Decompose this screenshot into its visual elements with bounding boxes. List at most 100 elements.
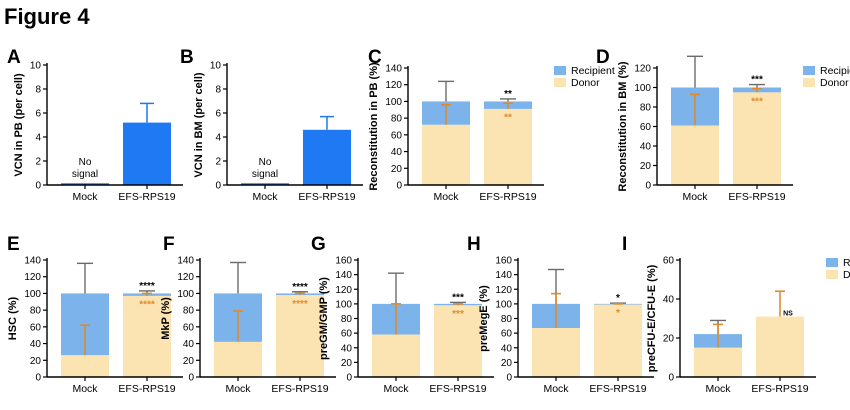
bar-donor-efs-rps19 <box>276 295 324 377</box>
significance-recipient: * <box>616 293 620 304</box>
y-tick-label: 10 <box>210 61 222 72</box>
x-tick-label: EFS-RPS19 <box>751 383 808 395</box>
significance-recipient: ** <box>504 89 512 100</box>
y-tick-label: 100 <box>335 299 352 310</box>
x-tick-label: Mock <box>543 383 569 395</box>
panel-label: D <box>596 47 610 68</box>
legend-swatch-donor <box>554 78 566 87</box>
y-tick-label: 8 <box>215 85 221 96</box>
y-tick-label: 120 <box>24 272 41 283</box>
y-tick-label: 140 <box>335 270 352 281</box>
x-tick-label: Mock <box>433 191 459 203</box>
y-axis-label: HSC (%) <box>7 296 19 340</box>
figure-title: Figure 4 <box>4 4 90 29</box>
y-tick-label: 60 <box>501 329 513 340</box>
y-tick-label: 0 <box>668 373 674 384</box>
panel-e: E **** **** 0 20 40 60 80 100 120 140 Mock EFS-RPS19… <box>7 234 183 395</box>
y-tick-label: 10 <box>30 61 42 72</box>
y-axis-label: Reconstitution in BM (%) <box>617 61 629 191</box>
y-tick-label: 4 <box>35 133 41 144</box>
y-tick-label: 20 <box>341 358 353 369</box>
x-tick-label: EFS-RPS19 <box>479 191 536 203</box>
y-tick-label: 20 <box>391 164 403 175</box>
bar-donor-efs-rps19 <box>756 316 804 377</box>
y-tick-label: 80 <box>501 314 513 325</box>
y-tick-label: 60 <box>391 130 403 141</box>
significance-donor: **** <box>292 299 308 310</box>
x-tick-label: Mock <box>383 383 409 395</box>
x-tick-label: EFS-RPS19 <box>728 191 785 203</box>
y-tick-label: 100 <box>177 289 194 300</box>
y-tick-label: 40 <box>640 142 652 153</box>
legend-swatch-donor <box>826 270 838 279</box>
y-tick-label: 60 <box>640 122 652 133</box>
y-axis-label: MkP (%) <box>160 297 172 340</box>
y-tick-label: 40 <box>30 339 42 350</box>
y-tick-label: 6 <box>215 109 221 120</box>
x-tick-label: Mock <box>225 383 251 395</box>
legend-label-recipient: Recipient <box>843 257 850 269</box>
x-tick-label: Mock <box>72 383 98 395</box>
y-tick-label: 20 <box>640 161 652 172</box>
y-tick-label: 60 <box>183 322 195 333</box>
x-tick-label: EFS-RPS19 <box>118 191 175 203</box>
bar-donor-mock <box>372 334 420 377</box>
y-tick-label: 20 <box>183 356 195 367</box>
y-tick-label: 40 <box>501 343 513 354</box>
panel-label: E <box>7 234 20 255</box>
y-axis-label: VCN in PB (per cell) <box>13 73 25 177</box>
y-tick-label: 0 <box>35 181 41 192</box>
bar-donor-mock <box>214 341 262 377</box>
significance-donor: *** <box>452 309 464 320</box>
y-tick-label: 60 <box>663 256 675 267</box>
legend-swatch-recipient <box>826 258 838 267</box>
y-tick-label: 140 <box>385 64 402 75</box>
bar-donor-efs-rps19 <box>123 295 171 377</box>
bar-donor-mock <box>422 124 470 185</box>
panel-label: F <box>163 234 175 255</box>
panel-h: H * * 0 20 40 60 80 100 120 140 160 Mock EFS-RPS19 pre… <box>467 234 654 395</box>
y-tick-label: 120 <box>634 64 651 75</box>
y-tick-label: 80 <box>183 306 195 317</box>
y-tick-label: 80 <box>391 114 403 125</box>
y-tick-label: 100 <box>24 289 41 300</box>
y-tick-label: 2 <box>35 157 41 168</box>
y-tick-label: 120 <box>177 272 194 283</box>
bar-donor-efs-rps19 <box>434 305 482 377</box>
bar-donor-mock <box>532 328 580 377</box>
x-tick-label: EFS-RPS19 <box>429 383 486 395</box>
y-tick-label: 4 <box>215 133 221 144</box>
x-tick-label: EFS-RPS19 <box>589 383 646 395</box>
x-tick-label: EFS-RPS19 <box>118 383 175 395</box>
bar-donor-mock <box>671 125 719 185</box>
y-tick-label: 40 <box>663 295 675 306</box>
y-tick-label: 120 <box>495 285 512 296</box>
y-tick-label: 6 <box>35 109 41 120</box>
panel-label: I <box>622 234 627 255</box>
bar-donor-mock <box>694 347 742 377</box>
y-tick-label: 80 <box>341 314 353 325</box>
y-tick-label: 60 <box>341 329 353 340</box>
significance-donor: * <box>616 308 620 319</box>
y-tick-label: 0 <box>215 181 221 192</box>
y-tick-label: 80 <box>30 306 42 317</box>
bar-donor-efs-rps19 <box>733 92 781 185</box>
y-tick-label: 140 <box>24 256 41 267</box>
y-tick-label: 40 <box>183 339 195 350</box>
bar-donor-mock <box>61 355 109 377</box>
significance-recipient: *** <box>452 292 464 303</box>
panel-f: F **** **** 0 20 40 60 80 100 120 140 Mock EFS-RPS19… <box>160 234 336 395</box>
y-tick-label: 40 <box>391 147 403 158</box>
y-axis-label: Reconstitution in PB (%) <box>368 62 380 191</box>
significance-donor: **** <box>139 300 155 311</box>
x-tick-label: Mock <box>705 383 731 395</box>
significance-recipient: *** <box>751 75 763 86</box>
y-tick-label: 100 <box>634 83 651 94</box>
annotation-text: No <box>259 157 272 168</box>
y-tick-label: 20 <box>663 334 675 345</box>
legend-label-recipient: Recipient <box>571 65 615 77</box>
legend-swatch-donor <box>803 78 815 87</box>
x-tick-label: Mock <box>252 191 278 203</box>
y-tick-label: 120 <box>385 80 402 91</box>
y-tick-label: 140 <box>495 270 512 281</box>
